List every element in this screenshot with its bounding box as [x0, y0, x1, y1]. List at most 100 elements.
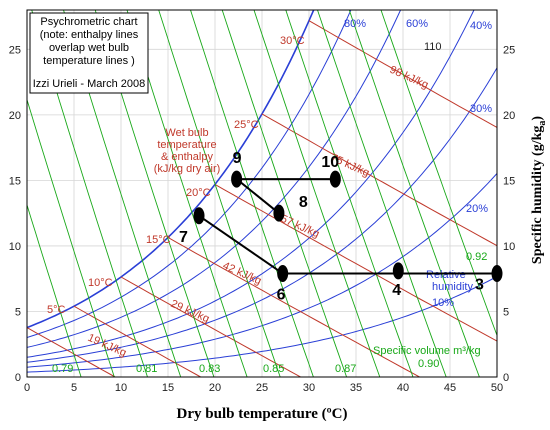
y-tick-label-right: 5: [503, 306, 509, 318]
y-axis-title-main: Specific humidity (g/kg: [530, 126, 545, 264]
process-lines: [198, 178, 497, 275]
volume-label: 0.87: [335, 363, 356, 375]
wetbulb-line: [73, 305, 202, 377]
x-tick-label: 0: [24, 382, 30, 394]
x-tick-label: 35: [350, 382, 362, 394]
x-tick-label: 10: [115, 382, 127, 394]
state-point: [329, 170, 341, 188]
wetbulb-line: [214, 183, 497, 342]
state-point-label: 9: [233, 150, 242, 167]
x-tick-label: 40: [397, 382, 409, 394]
volume-line: [348, 10, 480, 377]
y-tick-label-left: 5: [15, 306, 21, 318]
wetbulb-temp-label: 30°C: [280, 35, 305, 47]
y-tick-label-left: 20: [9, 110, 21, 122]
chart-author: Izzi Urieli - March 2008: [33, 78, 145, 90]
x-tick-label: 5: [71, 382, 77, 394]
wetbulb-label-line: & enthalpy: [161, 151, 213, 163]
wetbulb-temp-label: 15°C: [146, 234, 171, 246]
state-point: [231, 170, 243, 188]
x-tick-label: 50: [491, 382, 503, 394]
volume-line: [158, 10, 281, 377]
y-axis-title-sub: a: [537, 121, 548, 126]
state-point: [193, 207, 205, 225]
chart-title: Psychrometric chart: [40, 16, 137, 28]
x-tick-label: 15: [162, 382, 174, 394]
rh-curve: [27, 10, 475, 358]
volume-label: 0.79: [52, 363, 73, 375]
wetbulb-line: [308, 20, 497, 129]
wetbulb-line: [167, 236, 421, 377]
volume-label: 0.81: [136, 363, 157, 375]
rh-curve: [27, 276, 497, 373]
volume-line: [190, 10, 314, 377]
state-point-label: 7: [179, 229, 188, 246]
state-point-label: 6: [277, 286, 286, 303]
rh-title: humidity: [432, 281, 473, 293]
volume-title: Specific volume m³/kg: [373, 345, 481, 357]
volume-label: 0.85: [263, 363, 284, 375]
state-point: [277, 264, 289, 282]
x-axis-title: Dry bulb temperature (ºC): [177, 406, 348, 422]
volume-line: [221, 10, 348, 377]
volume-line: [27, 203, 82, 377]
chart-curves: [27, 10, 497, 377]
wetbulb-temp-label: 10°C: [88, 277, 113, 289]
y-tick-label-left: 25: [9, 44, 21, 56]
y-tick-label-right: 15: [503, 175, 515, 187]
y-tick-label-left: 0: [15, 372, 21, 384]
wetbulb-label-line: temperature: [157, 139, 216, 151]
wetbulb-label: Wet bulb temperature & enthalpy (kJ/kg d…: [154, 127, 221, 175]
corner-label: 110: [424, 41, 442, 53]
rh-title: Relative: [426, 269, 466, 281]
enthalpy-label: 98 kJ/kg: [388, 64, 430, 92]
volume-label: 0.90: [418, 358, 439, 370]
wetbulb-label-line: Wet bulb: [165, 127, 208, 139]
x-tick-label: 25: [256, 382, 268, 394]
volume-label: 0.92: [466, 251, 487, 263]
y-axis-title: Specific humidity (g/kga): [530, 116, 548, 264]
rh-curve: [27, 10, 352, 338]
state-point: [491, 264, 503, 282]
x-tick-label: 30: [303, 382, 315, 394]
wetbulb-line: [261, 113, 497, 247]
state-points: 3 4 6 7 8 9 10: [179, 150, 503, 303]
rh-label: 10%: [432, 297, 454, 309]
rh-curve: [27, 173, 497, 368]
volume-line: [317, 10, 447, 377]
wetbulb-label-line: (kJ/kg dry air): [154, 163, 221, 175]
chart-note-1: (note: enthalpy lines: [40, 29, 139, 41]
rh-label: 80%: [344, 18, 366, 30]
rh-label: 20%: [466, 203, 488, 215]
volume-line: [27, 98, 115, 377]
wetbulb-temp-label: 20°C: [186, 187, 211, 199]
volume-line: [253, 10, 381, 377]
state-point-label: 8: [299, 194, 308, 211]
state-point-label: 10: [321, 154, 339, 171]
y-tick-label-left: 10: [9, 241, 21, 253]
y-tick-label-right: 25: [503, 44, 515, 56]
process-line: [198, 214, 284, 275]
process-line: [235, 178, 280, 214]
y-tick-label-right: 20: [503, 110, 515, 122]
enthalpy-label: 57 kJ/kg: [279, 213, 321, 241]
y-tick-label-right: 10: [503, 241, 515, 253]
y-tick-label-right: 0: [503, 372, 509, 384]
volume-label: 0.83: [199, 363, 220, 375]
title-box: Psychrometric chart (note: enthalpy line…: [29, 12, 149, 94]
rh-label: 40%: [470, 20, 492, 32]
volume-line: [285, 10, 414, 377]
x-tick-label: 45: [444, 382, 456, 394]
y-axis-title-end: ): [530, 116, 545, 121]
chart-note-2: overlap wet bulb: [49, 42, 129, 54]
wetbulb-line: [27, 327, 117, 377]
rh-label: 30%: [470, 103, 492, 115]
plot-frame: [26, 9, 498, 378]
state-point-label: 4: [392, 282, 401, 299]
wetbulb-temp-label: 25°C: [234, 119, 259, 131]
volume-line: [380, 10, 497, 337]
state-point: [273, 204, 285, 222]
wetbulb-temp-label: 5°C: [47, 304, 66, 316]
